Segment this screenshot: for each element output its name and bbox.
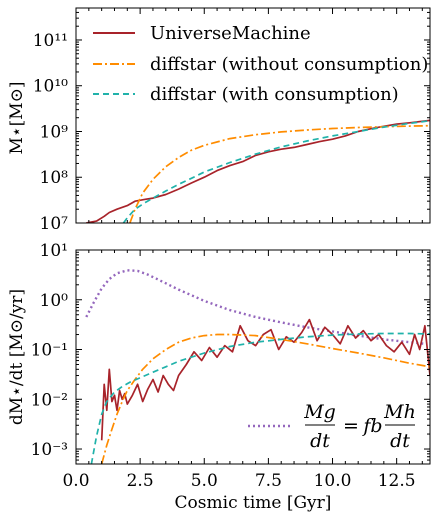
y-tick-label: 10⁹ [40,122,69,142]
series-line-universemachine [86,119,430,223]
y-tick-label: 10¹⁰ [33,77,68,97]
sfr-y-tick-labels: 10⁻³ 10⁻² 10⁻¹ 10⁰ 10¹ [31,241,69,460]
y-tick-label: 10⁻¹ [31,341,68,361]
x-tick-label: 2.5 [127,471,154,491]
y-tick-label: 10⁻³ [31,440,68,460]
stellar-mass-panel: 10⁷ 10⁸ 10⁹ 10¹⁰ 10¹¹ M⋆[M⊙] UniverseMachine… [7,7,431,234]
sfr-y-axis-label: dM⋆/dt [M⊙/yr] [7,289,27,425]
series-line-diffstar-with [122,119,430,223]
eq-rhs-denominator: dt [390,430,410,452]
legend-label-universemachine: UniverseMachine [150,23,311,44]
legend-equation: Mg dt = fb Mh dt [303,401,416,452]
y-tick-label: 10⁰ [40,291,69,311]
eq-equals: = [343,415,359,437]
stellar-mass-axes-frame [75,7,431,224]
x-tick-label: 5.0 [191,471,218,491]
y-tick-label: 10⁸ [40,168,69,188]
stellar-mass-y-axis-label: M⋆[M⊙] [7,82,27,155]
y-tick-label: 10⁷ [40,214,69,234]
x-tick-label: 12.5 [378,471,416,491]
legend-label-diffstar-with: diffstar (with consumption) [150,84,399,105]
eq-rhs-numerator: Mh [383,401,416,423]
series-line-universemachine [100,318,430,441]
legend-label-diffstar-without: diffstar (without consumption) [150,54,428,75]
x-tick-label: 10.0 [314,471,352,491]
eq-lhs-numerator: Mg [303,401,336,423]
series-line-diffstar-with [90,332,430,464]
series-line-diffstar-without [129,124,430,223]
x-tick-label: 7.5 [255,471,282,491]
x-tick-label: 0.0 [62,471,89,491]
series-line-diffstar-without [100,333,430,464]
sfr-ticks [75,249,430,465]
y-tick-label: 10⁻² [31,390,68,410]
y-tick-label: 10¹¹ [33,31,68,51]
stellar-mass-ticks [75,7,430,224]
sfr-legend: Mg dt = fb Mh dt [248,401,416,452]
series-line-accretion [85,269,426,345]
stellar-mass-y-tick-labels: 10⁷ 10⁸ 10⁹ 10¹⁰ 10¹¹ [33,31,68,234]
eq-coefficient: fb [361,415,382,437]
stellar-mass-series [86,119,430,223]
x-axis-label: Cosmic time [Gyr] [175,493,332,513]
sfr-series [85,269,430,464]
eq-lhs-denominator: dt [310,430,330,452]
x-tick-labels: 0.0 2.5 5.0 7.5 10.0 12.5 [62,471,415,491]
stellar-mass-legend: UniverseMachine diffstar (without consum… [93,23,428,105]
y-tick-label: 10¹ [40,241,68,261]
